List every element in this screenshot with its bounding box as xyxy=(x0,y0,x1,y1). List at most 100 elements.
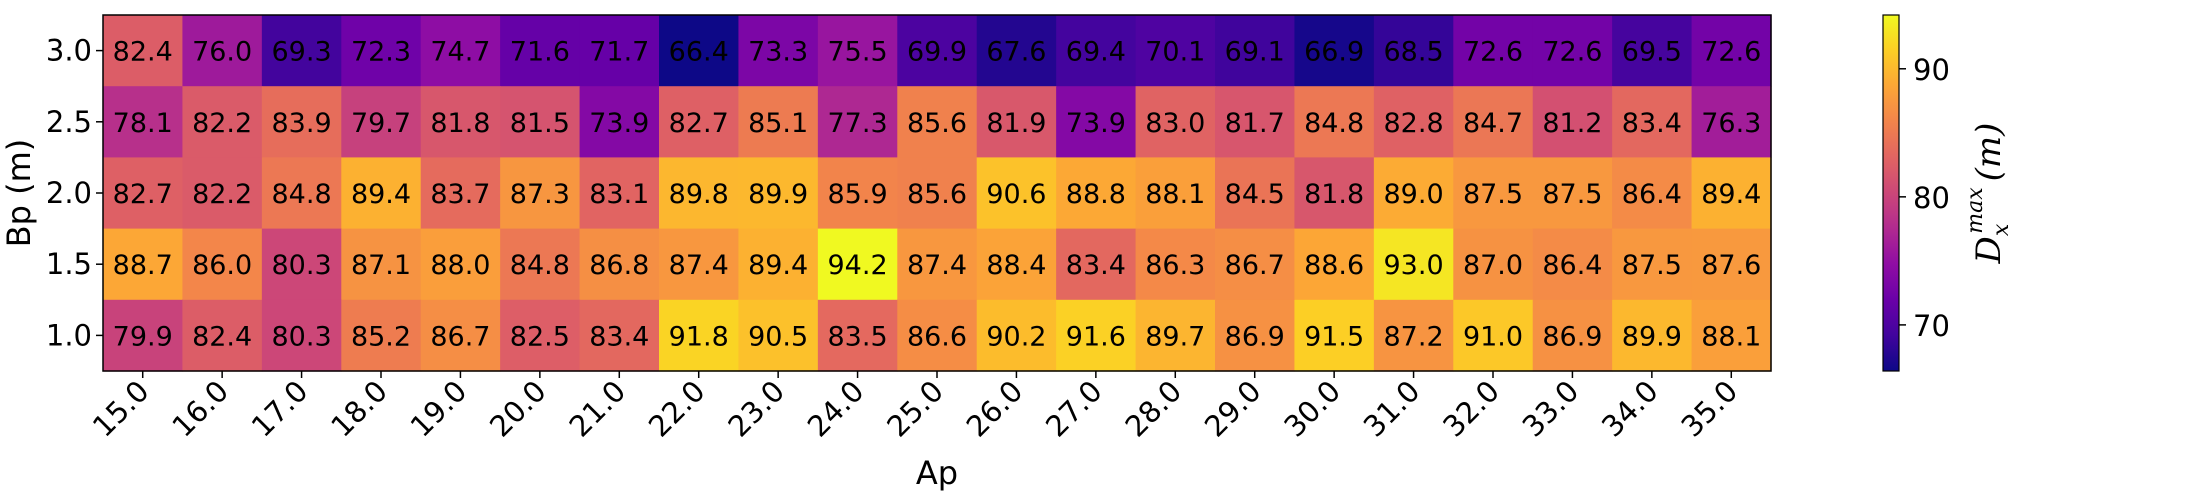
heatmap-cell xyxy=(420,299,501,372)
cell-value-label: 90.5 xyxy=(748,321,808,352)
heatmap-cell xyxy=(341,86,422,158)
y-tick-label: 3.0 xyxy=(46,34,92,68)
heatmap-cell xyxy=(261,228,342,301)
cell-value-label: 81.2 xyxy=(1542,108,1602,139)
cell-value-label: 83.1 xyxy=(589,179,649,210)
x-tick-label: 27.0 xyxy=(1039,374,1109,444)
heatmap-cell xyxy=(182,15,263,87)
heatmap-cell xyxy=(659,15,740,87)
colorbar-tick-label: 80 xyxy=(1913,181,1950,215)
cell-value-label: 82.7 xyxy=(113,179,173,210)
cell-value-label: 85.6 xyxy=(907,179,967,210)
heatmap-cell xyxy=(1373,157,1454,230)
cell-value-label: 83.4 xyxy=(589,321,649,352)
cell-value-label: 75.5 xyxy=(828,37,888,68)
x-tick-label: 31.0 xyxy=(1357,374,1427,444)
heatmap-cell xyxy=(1056,157,1137,230)
heatmap-cell xyxy=(817,157,898,230)
colorbar-tick-label: 70 xyxy=(1913,309,1950,343)
cell-value-label: 85.6 xyxy=(907,108,967,139)
heatmap-cell xyxy=(1215,15,1296,87)
cell-value-label: 87.5 xyxy=(1622,250,1682,281)
heatmap-cell xyxy=(500,299,581,372)
cell-value-label: 74.7 xyxy=(430,37,490,68)
cell-value-label: 87.6 xyxy=(1701,250,1761,281)
heatmap-cell xyxy=(1691,299,1772,372)
heatmap-cell xyxy=(1453,299,1534,372)
y-axis-ticks: 3.0 2.5 2.0 1.5 1.0 xyxy=(46,34,103,352)
heatmap-cell xyxy=(1294,86,1375,158)
cell-value-label: 87.0 xyxy=(1463,250,1523,281)
cell-value-label: 87.2 xyxy=(1384,321,1444,352)
heatmap-cell xyxy=(182,228,263,301)
heatmap-cell xyxy=(738,228,819,301)
heatmap-cell xyxy=(341,157,422,230)
x-tick-label: 21.0 xyxy=(563,374,633,444)
x-tick-label: 18.0 xyxy=(324,374,394,444)
heatmap-cell xyxy=(579,157,660,230)
heatmap-cell xyxy=(1373,86,1454,158)
heatmap-cell xyxy=(1373,15,1454,87)
cell-value-label: 69.1 xyxy=(1225,37,1285,68)
cell-value-label: 81.7 xyxy=(1225,108,1285,139)
x-tick-label: 23.0 xyxy=(721,374,791,444)
heatmap-cell xyxy=(1612,15,1693,87)
heatmap-cell xyxy=(1373,299,1454,372)
cell-value-label: 88.0 xyxy=(430,250,490,281)
heatmap-cell xyxy=(341,15,422,87)
heatmap-cell xyxy=(500,157,581,230)
colorbar-label-sup: max xyxy=(1963,187,1988,234)
cell-value-label: 83.4 xyxy=(1066,250,1126,281)
x-axis-ticks: 15.0 16.0 17.0 18.0 19.0 20.0 21.0 22.0 23.0 24.0… xyxy=(86,371,1744,444)
cell-value-label: 82.2 xyxy=(192,179,252,210)
cell-value-label: 88.7 xyxy=(113,250,173,281)
colorbar-ticks: 70 80 90 xyxy=(1899,53,1950,343)
cell-value-label: 67.6 xyxy=(986,37,1046,68)
cell-value-label: 82.7 xyxy=(669,108,729,139)
heatmap-cell xyxy=(1532,299,1613,372)
cell-value-label: 72.3 xyxy=(351,37,411,68)
cell-value-label: 76.0 xyxy=(192,37,252,68)
heatmap-cell xyxy=(1056,86,1137,158)
heatmap-cell xyxy=(1135,15,1216,87)
heatmap-cell xyxy=(579,86,660,158)
heatmap-cell xyxy=(1691,157,1772,230)
heatmap-cell xyxy=(261,299,342,372)
heatmap-cell xyxy=(976,15,1057,87)
y-tick-label: 2.0 xyxy=(46,176,92,210)
heatmap-cell xyxy=(1373,228,1454,301)
cell-value-label: 84.8 xyxy=(1304,108,1364,139)
heatmap-cell xyxy=(1135,299,1216,372)
cell-value-label: 72.6 xyxy=(1463,37,1523,68)
cell-value-label: 91.5 xyxy=(1304,321,1364,352)
cell-value-label: 79.9 xyxy=(113,321,173,352)
cell-value-label: 91.6 xyxy=(1066,321,1126,352)
heatmap-cell xyxy=(103,157,184,230)
x-tick-label: 35.0 xyxy=(1675,374,1745,444)
heatmap-cell xyxy=(1135,86,1216,158)
heatmap-cell xyxy=(659,228,740,301)
cell-value-label: 83.5 xyxy=(828,321,888,352)
heatmap-cell xyxy=(1215,228,1296,301)
cell-value-label: 87.5 xyxy=(1463,179,1523,210)
x-tick-label: 24.0 xyxy=(801,374,871,444)
heatmap-cell xyxy=(1056,15,1137,87)
cell-value-label: 83.4 xyxy=(1622,108,1682,139)
cell-value-label: 89.8 xyxy=(669,179,729,210)
heatmap-cell xyxy=(897,157,978,230)
cell-value-label: 86.3 xyxy=(1145,250,1205,281)
x-tick-label: 32.0 xyxy=(1436,374,1506,444)
cell-value-label: 90.2 xyxy=(986,321,1046,352)
heatmap-cell xyxy=(1453,157,1534,230)
cell-value-label: 81.9 xyxy=(986,108,1046,139)
cell-value-label: 79.7 xyxy=(351,108,411,139)
heatmap-cell xyxy=(1056,299,1137,372)
heatmap-cell xyxy=(1612,157,1693,230)
x-tick-label: 33.0 xyxy=(1516,374,1586,444)
x-tick-label: 29.0 xyxy=(1198,374,1268,444)
heatmap-cell xyxy=(1453,86,1534,158)
cell-value-label: 72.6 xyxy=(1701,37,1761,68)
heatmap-cell xyxy=(1691,15,1772,87)
heatmap-cell xyxy=(1294,228,1375,301)
cell-value-label: 89.0 xyxy=(1384,179,1444,210)
